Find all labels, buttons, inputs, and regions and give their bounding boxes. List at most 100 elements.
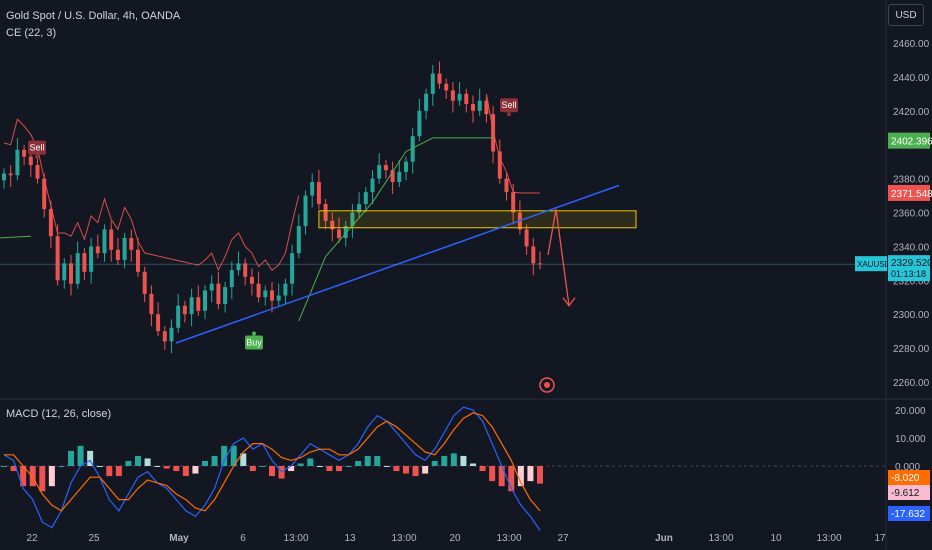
candle-body	[176, 305, 181, 328]
candle-body	[397, 171, 402, 182]
macd-histogram-bar	[489, 466, 496, 482]
macd-histogram-bar	[221, 445, 228, 466]
price-tick-label: 2420.00	[893, 107, 930, 118]
macd-histogram-bar	[450, 453, 457, 466]
candle-body	[209, 283, 214, 291]
currency-button[interactable]: USD	[888, 4, 924, 26]
macd-hist-tag-text: -9.612	[891, 488, 920, 499]
economic-event-icon-dot	[544, 382, 550, 388]
candle-body	[95, 246, 100, 254]
candle-body	[450, 90, 455, 101]
macd-histogram-bar	[479, 466, 486, 472]
macd-histogram-bar	[393, 466, 400, 472]
time-tick-label: 13:00	[283, 533, 308, 544]
macd-histogram-bar	[39, 466, 46, 492]
price-tick-label: 2440.00	[893, 73, 930, 84]
macd-histogram-bar	[259, 466, 266, 467]
candle-body	[203, 290, 207, 311]
macd-histogram-bar	[498, 466, 505, 487]
macd-histogram-bar	[288, 466, 295, 472]
candle-body	[62, 263, 67, 281]
time-tick-label: 13:00	[816, 533, 841, 544]
macd-hist-tag	[888, 485, 930, 500]
candle-body	[263, 290, 268, 298]
candle-body	[28, 156, 33, 166]
candle-body	[216, 283, 221, 305]
candle-body	[256, 283, 261, 298]
candle-body	[296, 226, 301, 254]
macd-histogram-bar	[58, 466, 65, 467]
macd-histogram-bar	[20, 466, 27, 487]
time-tick-label: 27	[557, 533, 569, 544]
macd-line	[3, 406, 541, 531]
macd-histogram-bar	[211, 455, 218, 466]
symbol-title[interactable]: Gold Spot / U.S. Dollar, 4h, OANDA	[6, 10, 181, 22]
candle-body	[424, 93, 429, 111]
signal-text: Sell	[29, 143, 44, 153]
candle-body	[511, 192, 516, 213]
macd-histogram-bar	[249, 466, 256, 472]
candle-body	[42, 178, 47, 210]
price-tick-label: 2320.00	[893, 276, 930, 287]
time-tick-label: 13:00	[496, 533, 521, 544]
macd-histogram-bar	[355, 460, 362, 466]
macd-tick-label: 0.000	[895, 462, 920, 473]
candle-body	[229, 270, 234, 288]
last-price-tag	[888, 255, 930, 282]
candle-body	[196, 297, 201, 311]
ce-indicator-label[interactable]: CE (22, 3)	[6, 27, 57, 39]
candle-body	[370, 178, 375, 193]
candle-body	[310, 181, 315, 196]
macd-histogram-bar	[374, 455, 381, 466]
candle-body	[343, 226, 348, 238]
macd-signal-tag	[888, 470, 930, 485]
supply-zone-box	[318, 210, 637, 229]
ce-short-stop-line	[3, 93, 540, 271]
forecast-arrow-head	[562, 297, 576, 307]
candle-body	[223, 287, 228, 305]
macd-value-tag-text: -17.632	[891, 509, 925, 520]
countdown-text: 01:13:18	[891, 269, 926, 279]
candle-body	[350, 212, 355, 227]
macd-histogram-bar	[154, 466, 161, 467]
candle-body	[323, 204, 328, 221]
candle-body	[357, 204, 362, 213]
macd-histogram-bar	[1, 466, 7, 467]
signal-dot	[507, 112, 511, 117]
symbol-tag	[855, 256, 887, 272]
signal-dot	[252, 331, 256, 336]
candle-body	[115, 249, 120, 260]
candle-body	[383, 165, 388, 171]
macd-histogram-bar	[77, 445, 84, 466]
symbol-tag-text: XAUUSD	[857, 260, 891, 269]
macd-histogram-bar	[230, 445, 237, 466]
price-tick-label: 2280.00	[893, 344, 930, 355]
time-tick-label: 17	[874, 533, 886, 544]
candle-body	[390, 170, 395, 182]
macd-histogram-bar	[144, 458, 151, 466]
signal-dot	[35, 154, 39, 159]
chart-header: Gold Spot / U.S. Dollar, 4h, OANDA CE (2…	[6, 8, 180, 42]
candle-body	[55, 236, 60, 281]
macd-indicator-label[interactable]: MACD (12, 26, close)	[6, 408, 112, 420]
time-tick-label: 13	[344, 533, 356, 544]
candle-body	[149, 293, 154, 315]
candle-body	[243, 263, 248, 277]
macd-histogram-bar	[336, 466, 342, 472]
macd-tick-label: 10.000	[895, 434, 926, 445]
macd-histogram-bar	[403, 466, 409, 474]
macd-value-tag	[888, 506, 930, 521]
candle-body	[303, 195, 308, 227]
candle-body	[169, 327, 174, 342]
macd-histogram-bar	[316, 466, 323, 467]
macd-histogram-bar	[106, 466, 113, 477]
candle-body	[457, 93, 462, 101]
macd-histogram-bar	[48, 466, 55, 487]
candle-body	[471, 104, 475, 111]
signal-text: Buy	[246, 337, 262, 347]
candle-body	[504, 178, 509, 193]
macd-histogram-bar	[135, 455, 141, 466]
signal-text: Sell	[501, 100, 516, 110]
macd-histogram-bar	[470, 463, 476, 466]
